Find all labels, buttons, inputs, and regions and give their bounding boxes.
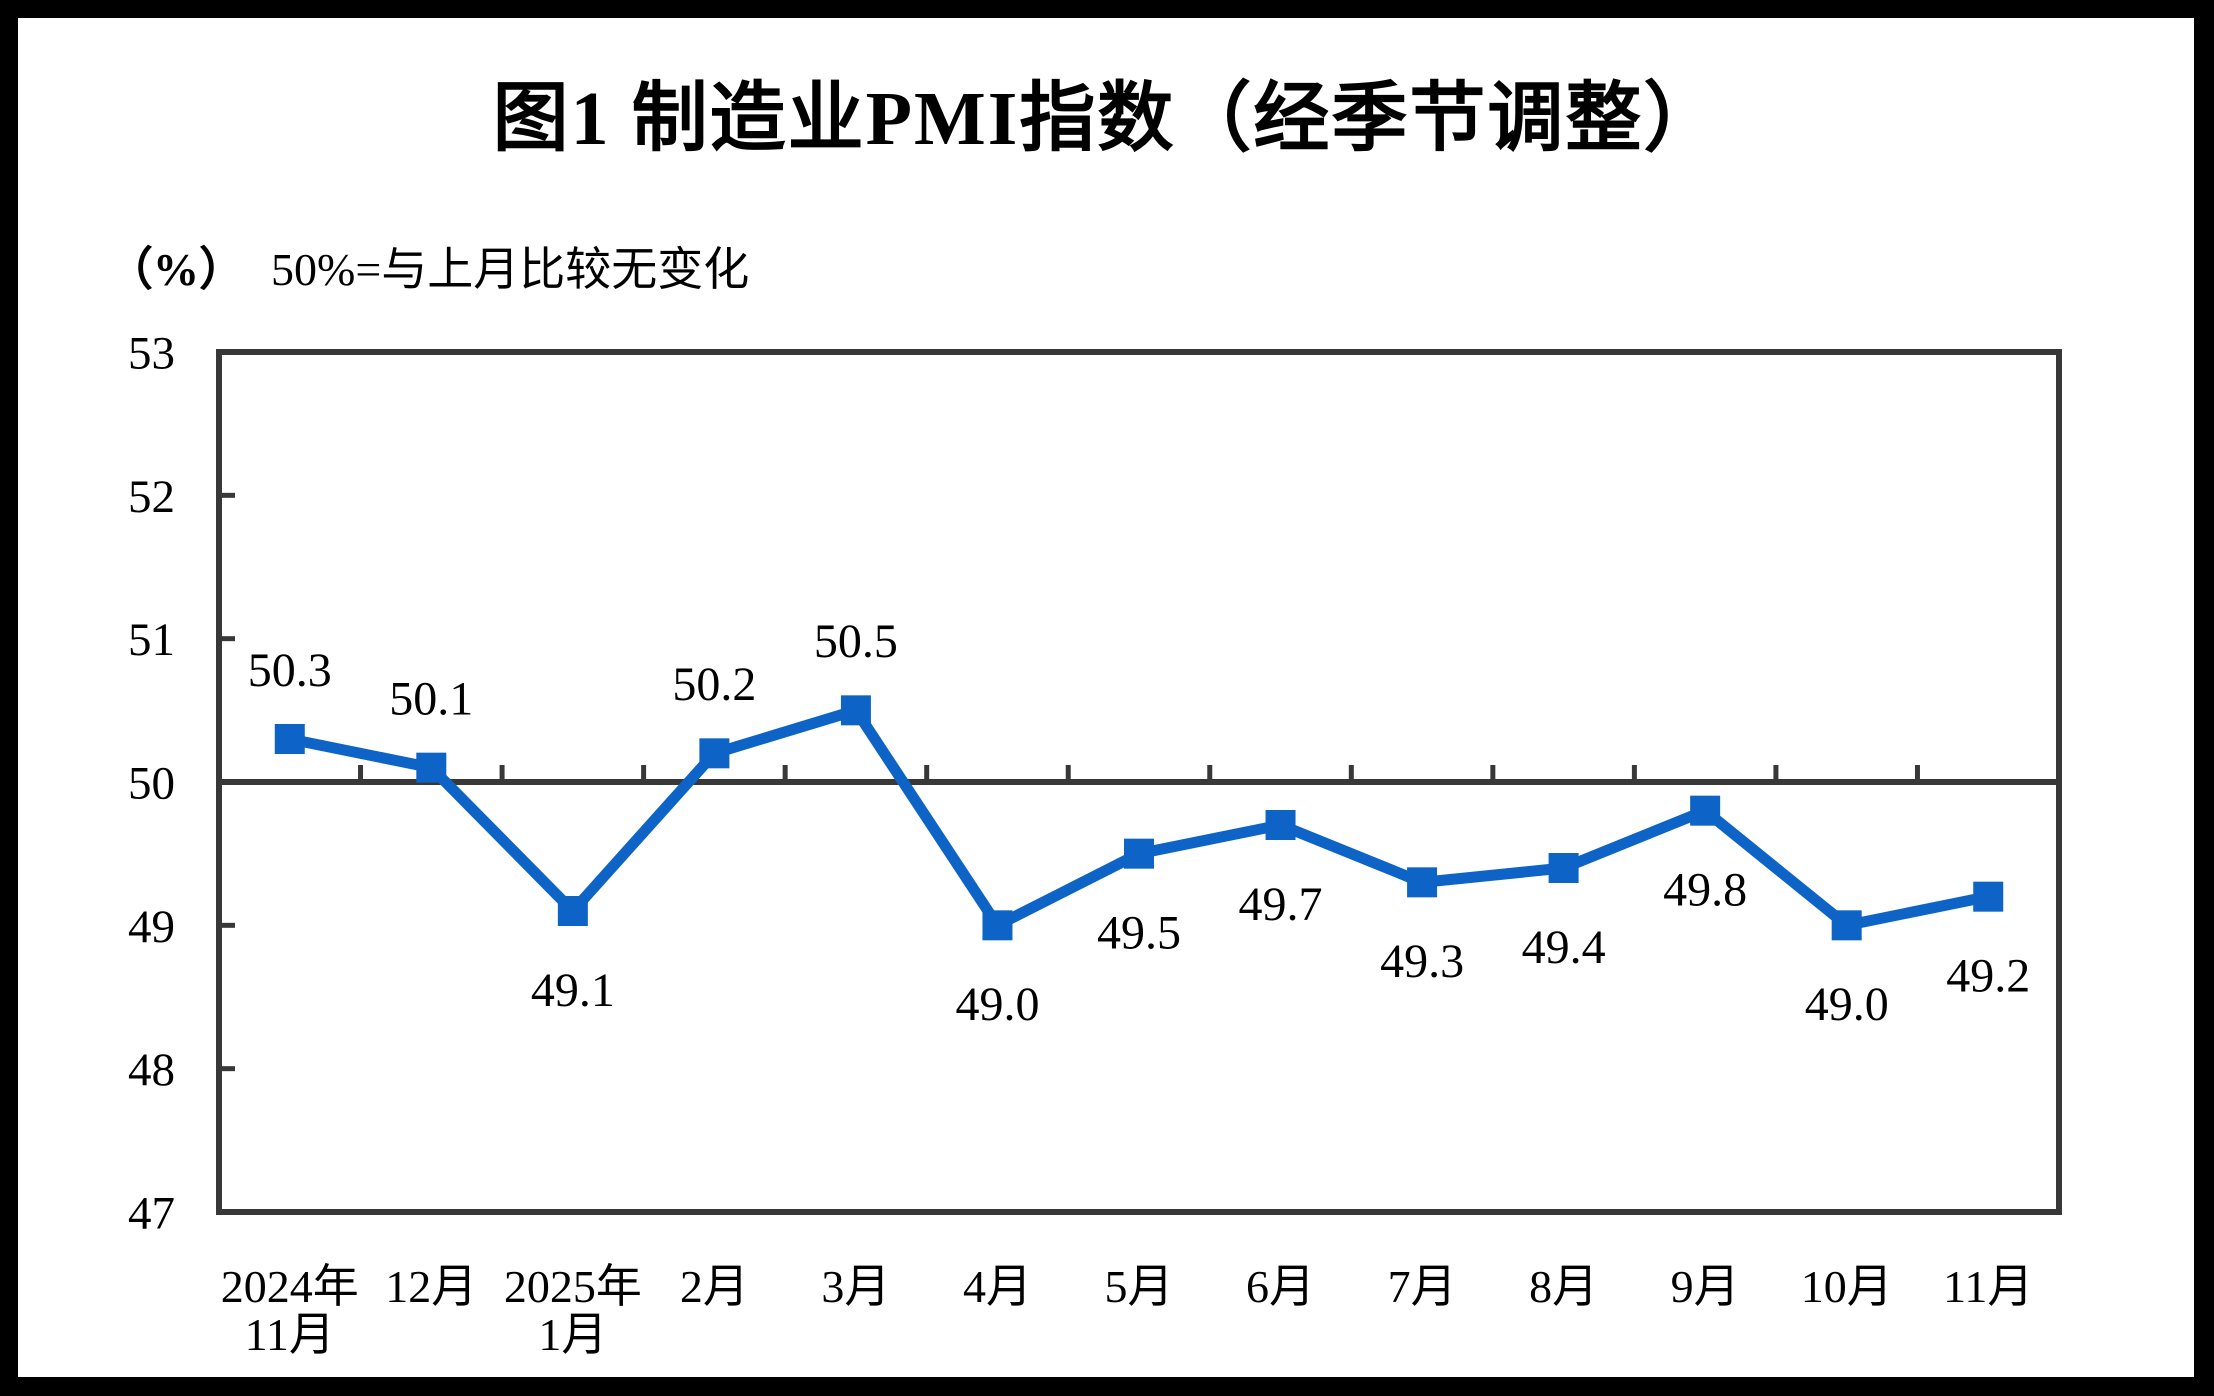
data-point-marker — [840, 695, 871, 726]
data-point-label: 49.4 — [1522, 921, 1606, 974]
data-point-label: 50.5 — [814, 615, 898, 668]
x-category-label: 2月 — [680, 1261, 749, 1312]
data-point-marker — [699, 738, 730, 769]
x-category-label: 6月 — [1246, 1261, 1315, 1312]
y-tick-label: 47 — [128, 1187, 175, 1239]
x-category-label: 12月 — [385, 1261, 477, 1312]
x-category-label: 8月 — [1529, 1261, 1598, 1312]
y-tick-label: 52 — [128, 471, 175, 523]
y-tick-label: 48 — [128, 1044, 175, 1096]
y-tick-label: 49 — [128, 901, 175, 953]
y-tick-label: 51 — [128, 614, 175, 666]
x-category-label: 2024年 — [221, 1261, 359, 1312]
data-point-marker — [1548, 853, 1579, 883]
axis-note-row: （%） 50%=与上月比较无变化 — [107, 233, 749, 299]
data-point-marker — [274, 724, 305, 754]
y-tick-label: 53 — [128, 327, 175, 379]
data-point-marker — [557, 896, 588, 926]
data-point-label: 49.0 — [1805, 978, 1889, 1031]
data-point-label: 49.8 — [1663, 863, 1747, 916]
x-category-label: 4月 — [963, 1261, 1032, 1312]
x-category-label: 11月 — [1943, 1261, 2033, 1312]
data-point-marker — [982, 910, 1013, 941]
data-point-label: 49.5 — [1097, 906, 1181, 959]
data-point-label: 50.2 — [672, 658, 756, 711]
data-point-marker — [416, 752, 447, 783]
data-point-label: 49.2 — [1946, 949, 2030, 1002]
x-category-label: 11月 — [245, 1309, 335, 1360]
x-category-label: 2025年 — [504, 1261, 642, 1312]
data-point-label: 49.3 — [1380, 935, 1464, 988]
data-point-label: 49.0 — [955, 978, 1039, 1031]
reference-line-note: 50%=与上月比较无变化 — [271, 244, 750, 295]
data-point-marker — [1831, 910, 1862, 941]
chart-canvas — [18, 18, 2194, 1377]
data-point-label: 49.7 — [1239, 878, 1323, 931]
data-point-marker — [1265, 810, 1296, 840]
data-point-marker — [1407, 867, 1438, 898]
data-point-label: 50.3 — [248, 644, 332, 697]
data-point-marker — [1690, 795, 1721, 826]
x-category-label: 5月 — [1105, 1261, 1174, 1312]
data-point-label: 49.1 — [531, 964, 615, 1017]
x-category-label: 1月 — [538, 1309, 607, 1360]
chart-title: 图1 制造业PMI指数（经季节调整） — [492, 77, 1722, 161]
y-tick-label: 50 — [128, 757, 175, 809]
data-point-label: 50.1 — [389, 672, 473, 725]
y-axis-unit-label: （%） — [107, 244, 245, 295]
data-point-marker — [1973, 881, 2004, 912]
x-category-label: 9月 — [1671, 1261, 1740, 1312]
x-category-label: 3月 — [821, 1261, 890, 1312]
x-category-label: 10月 — [1801, 1261, 1893, 1312]
x-category-label: 7月 — [1388, 1261, 1457, 1312]
data-point-marker — [1124, 838, 1154, 869]
